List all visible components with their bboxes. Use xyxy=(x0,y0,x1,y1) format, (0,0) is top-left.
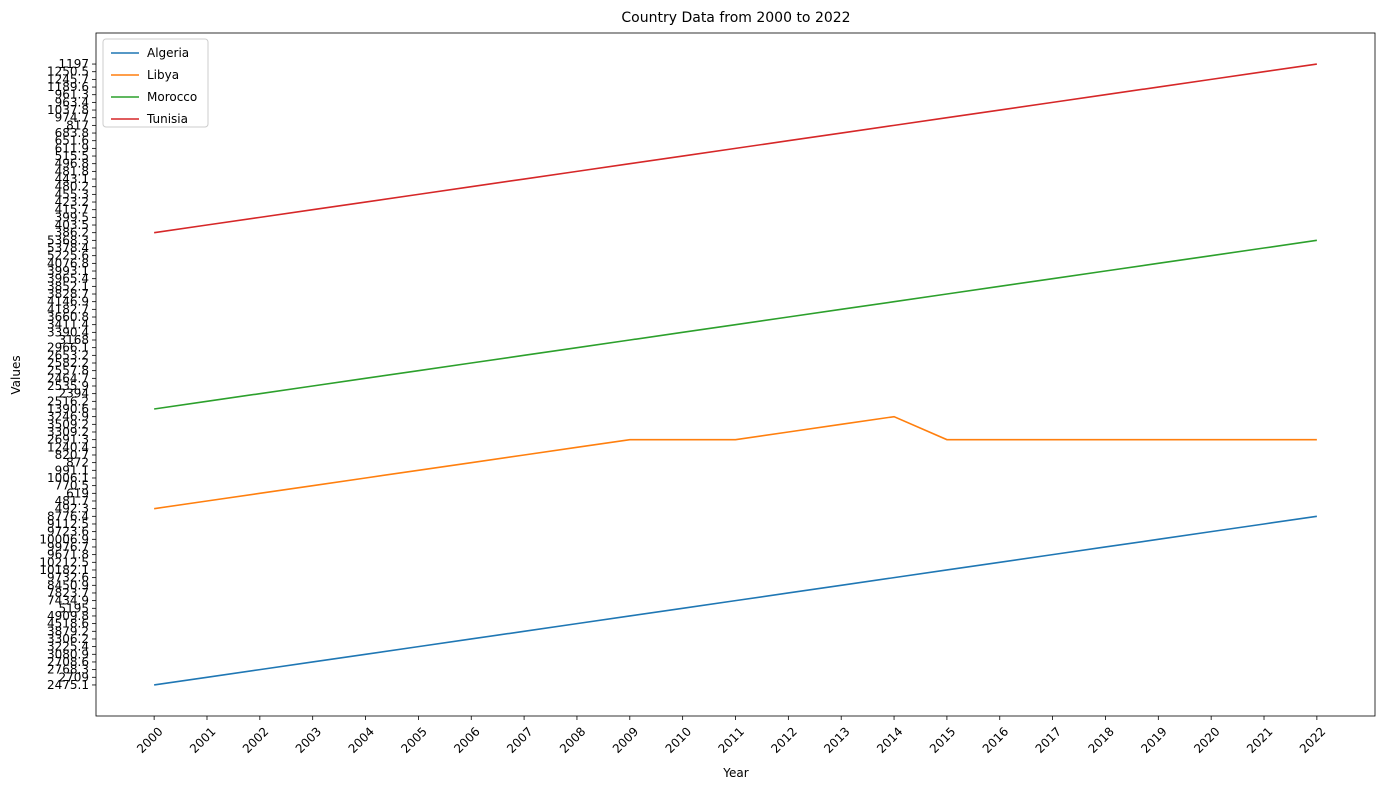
y-tick-label: 10182.1 xyxy=(39,563,89,577)
y-tick-label: 7434.9 xyxy=(47,594,89,608)
chart-title: Country Data from 2000 to 2022 xyxy=(621,10,850,26)
y-tick-label: 2966.1 xyxy=(47,341,89,355)
y-tick-label: 496.8 xyxy=(55,157,89,171)
y-tick-label: 5225.6 xyxy=(47,249,89,263)
y-tick-label: 455.3 xyxy=(55,187,89,201)
y-tick-label: 9732.6 xyxy=(47,571,89,585)
y-tick-label: 415.7 xyxy=(55,203,89,217)
y-tick-label: 3879.2 xyxy=(47,624,89,638)
y-tick-label: 2708.6 xyxy=(47,655,89,669)
y-tick-label: 3306.2 xyxy=(47,632,89,646)
y-tick-label: 2768.3 xyxy=(47,663,89,677)
legend-label: Morocco xyxy=(147,90,197,104)
line-series xyxy=(154,239,1317,410)
y-tick-label: 480.2 xyxy=(55,180,89,194)
y-tick-label: 3852.1 xyxy=(47,279,89,293)
y-tick-label: 3660.8 xyxy=(47,310,89,324)
y-tick-label: 961.3 xyxy=(55,88,89,102)
y-tick-label: 3411.4 xyxy=(47,318,89,332)
y-tick-label: 1250.5 xyxy=(47,65,89,79)
y-tick-label: 3509.2 xyxy=(47,417,89,431)
y-tick-label: 8776.4 xyxy=(47,509,89,523)
y-tick-label: 3225.4 xyxy=(47,640,89,654)
y-tick-label: 872 xyxy=(66,456,89,470)
y-tick-label: 3993.1 xyxy=(47,264,89,278)
y-tick-label: 2653.2 xyxy=(47,348,89,362)
y-tick-label: 10006.9 xyxy=(39,532,89,546)
legend-label: Algeria xyxy=(147,46,189,60)
x-axis-label: Year xyxy=(722,766,748,780)
legend-label: Libya xyxy=(147,68,179,82)
y-tick-label: 481.8 xyxy=(55,164,89,178)
y-tick-label: 5378.4 xyxy=(47,241,89,255)
y-tick-label: 403.5 xyxy=(55,218,89,232)
y-tick-label: 3828.7 xyxy=(47,287,89,301)
y-tick-label: 386.2 xyxy=(55,226,89,240)
y-tick-label: 619 xyxy=(66,486,89,500)
y-tick-label: 2557.8 xyxy=(47,364,89,378)
y-tick-label: 817 xyxy=(66,118,89,132)
y-tick-label: 2691.3 xyxy=(47,433,89,447)
y-tick-label: 7823.7 xyxy=(47,586,89,600)
y-tick-label: 8450.9 xyxy=(47,578,89,592)
y-tick-label: 4182.7 xyxy=(47,302,89,316)
y-tick-label: 820.7 xyxy=(55,448,89,462)
y-tick-label: 399.5 xyxy=(55,210,89,224)
y-tick-label: 4146.9 xyxy=(47,295,89,309)
y-axis-label: Values xyxy=(9,355,23,394)
y-tick-label: 3390.4 xyxy=(47,325,89,339)
y-tick-label: 1197 xyxy=(58,57,89,71)
y-tick-label: 1006.1 xyxy=(47,471,89,485)
y-tick-label: 3309.2 xyxy=(47,425,89,439)
y-tick-label: 2582.2 xyxy=(47,356,89,370)
y-tick-label: 10212.5 xyxy=(39,555,89,569)
y-tick-label: 3246.9 xyxy=(47,410,89,424)
y-tick-label: 2464.7 xyxy=(47,371,89,385)
y-tick-label: 3965.4 xyxy=(47,272,89,286)
y-tick-label: 4909.8 xyxy=(47,609,89,623)
line-series xyxy=(154,515,1317,686)
y-tick-label: 2516.2 xyxy=(47,394,89,408)
y-tick-label: 770.5 xyxy=(55,479,89,493)
y-tick-label: 1240.4 xyxy=(47,440,89,454)
y-tick-label: 5368.3 xyxy=(47,233,89,247)
y-tick-label: 423.2 xyxy=(55,195,89,209)
y-tick-label: 1245.7 xyxy=(47,72,89,86)
y-tick-label: 515.5 xyxy=(55,149,89,163)
y-tick-label: 974.7 xyxy=(55,111,89,125)
y-tick-label: 2475.1 xyxy=(47,678,89,692)
y-tick-label: 1189.6 xyxy=(47,80,89,94)
y-tick-label: 4076.8 xyxy=(47,256,89,270)
y-tick-label: 9976.7 xyxy=(47,540,89,554)
y-tick-label: 991.1 xyxy=(55,463,89,477)
y-tick-label: 5195 xyxy=(58,601,89,615)
y-tick-label: 1390.6 xyxy=(47,402,89,416)
legend-box xyxy=(102,38,209,128)
legend-label: Tunisia xyxy=(146,112,188,126)
y-tick-label: 683.8 xyxy=(55,126,89,140)
y-tick-label: 1037.8 xyxy=(47,103,89,117)
y-tick-label: 963.4 xyxy=(55,95,89,109)
y-tick-label: 9723.6 xyxy=(47,525,89,539)
y-tick-label: 481.7 xyxy=(55,494,89,508)
y-tick-label: 651.6 xyxy=(55,134,89,148)
y-tick-label: 611.9 xyxy=(55,141,89,155)
y-tick-label: 2535.9 xyxy=(47,379,89,393)
y-tick-label: 2394 xyxy=(58,387,89,401)
y-tick-label: 443.1 xyxy=(55,172,89,186)
line-series xyxy=(154,63,1317,234)
y-tick-label: 3168 xyxy=(58,333,89,347)
y-tick-label: 492.3 xyxy=(55,502,89,516)
plot-frame xyxy=(95,32,1376,717)
y-tick-label: 2709 xyxy=(58,670,89,684)
y-tick-label: 9671.8 xyxy=(47,548,89,562)
y-tick-label: 9112.5 xyxy=(47,517,89,531)
y-tick-label: 4518.6 xyxy=(47,617,89,631)
y-tick-label: 3080.9 xyxy=(47,647,89,661)
line-series xyxy=(154,415,1317,510)
